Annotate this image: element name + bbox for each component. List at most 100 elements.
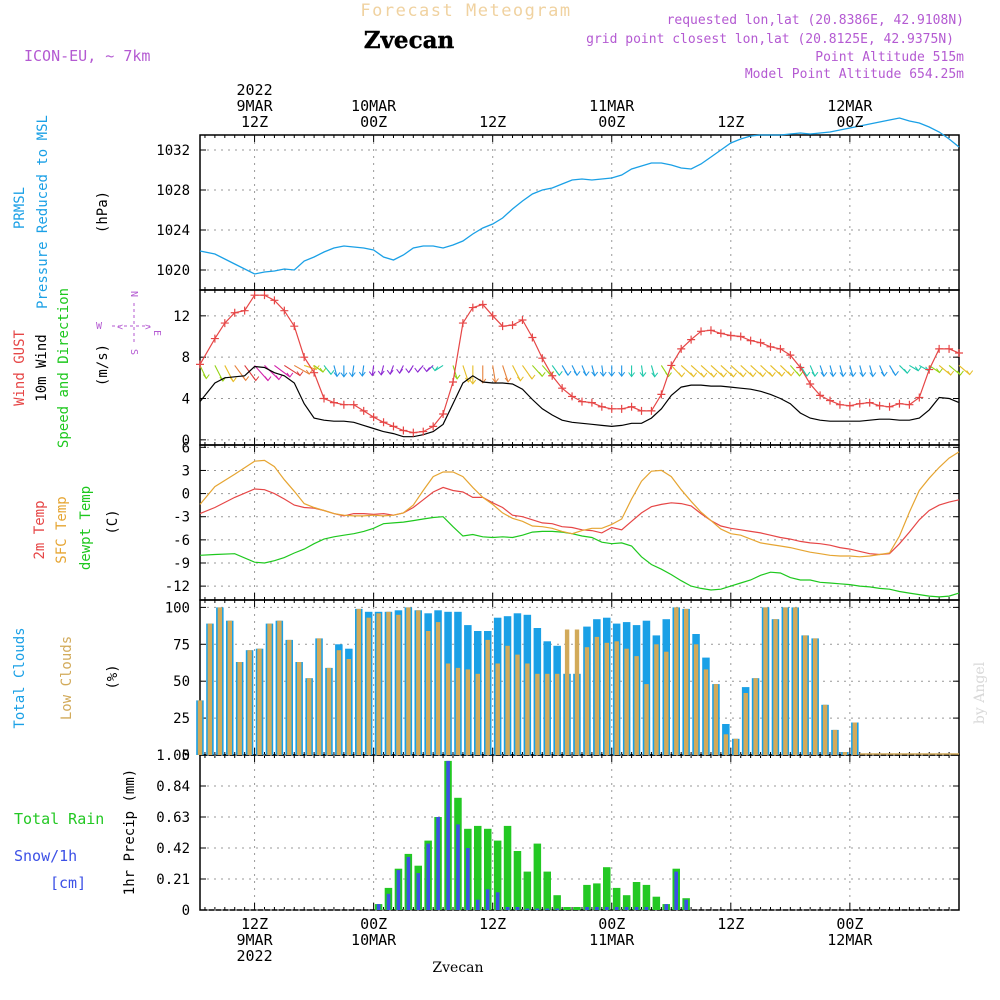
y-tick-label: -3 [173,510,190,526]
low-cloud-bar [396,614,401,755]
gust-marker [955,349,963,358]
gust-marker [885,402,894,411]
wind-barb [740,365,754,378]
snow-bar [644,907,649,910]
compass-w: W [96,321,103,332]
snow-label: Snow/1h [14,847,77,865]
gust-marker [449,377,457,386]
bottom-time-label: 12MAR [827,931,873,949]
wind-speed-line [199,365,960,438]
wind-arrowhead [720,372,727,378]
wind-arrowhead [275,375,283,381]
wind-arrowhead [803,371,811,377]
wind-arrowhead [690,372,697,378]
low-cloud-bar [326,667,332,755]
rain-bar [513,851,522,910]
wind-arrowhead [573,371,581,377]
wind-arrowhead [639,372,647,378]
low-cloud-bar [813,638,818,755]
gust-marker [439,410,448,418]
wind-arrowhead [242,376,250,382]
y-tick-label: -6 [173,533,190,549]
wind-barb [380,365,385,375]
wind-arrowhead [914,366,922,372]
model-point-altitude: Model Point Altitude 654.25m [745,67,964,82]
gust-marker [329,398,338,407]
low-cloud-bar [624,648,629,755]
total-clouds-label: Total Clouds [12,627,28,728]
low-cloud-bar [783,607,788,755]
requested-coords: requested lon,lat (20.8386E, 42.9108N) [667,13,964,28]
wind-arrowhead [252,376,260,382]
gust-marker [637,406,646,415]
snow-bar [476,899,480,910]
snow-bar [396,870,401,910]
gust-marker [677,344,686,353]
wind-barb [909,364,919,372]
compass-arrow-right: > [145,322,151,333]
wind-arrowhead [730,372,737,378]
y-tick-label: 3 [182,463,190,479]
wind-arrowhead [564,370,572,377]
low-cloud-bar [604,642,609,755]
wind-barb [849,365,854,377]
wind-arrowhead [700,372,708,378]
wind-arrowhead [849,372,857,378]
wind-arrowhead [423,367,430,373]
gust-marker [945,344,954,353]
gust-marker [498,322,507,331]
bottom-time-label: 2022 [237,947,273,965]
rain-bar [503,825,512,910]
snow-bar [495,892,500,910]
low-cloud-bar [485,639,490,755]
wind-arrowhead [599,371,607,377]
bottom-time-label: 10MAR [351,931,397,949]
low-cloud-bar [435,622,441,755]
wind-dir-label: Speed and Direction [56,288,72,448]
y-tick-label: 0 [182,748,190,764]
low-cloud-bar [545,673,550,755]
gust-marker [607,404,616,413]
low-cloud-bar [445,663,451,755]
top-time-label: 00Z [836,113,863,131]
wind-arrowhead [749,372,757,378]
wind-arrowhead [358,371,366,377]
wind-barb [859,365,864,377]
cloud-bars [196,607,959,755]
low-cloud-bar [406,607,411,755]
rain-bar [553,895,561,910]
low-cloud-bar [297,662,302,755]
y-tick-label: 1032 [156,143,190,159]
top-time-label: 2022 [237,81,273,99]
bottom-time-label: 12Z [717,915,744,933]
gust-marker [706,326,715,335]
wind-arrowhead [903,368,911,375]
gust-marker [657,390,666,399]
snow-bar [386,893,391,910]
wind-arrowhead [229,377,237,383]
wind-arrowhead [778,371,786,377]
low-cloud-bar [257,648,262,755]
low-cloud-bar [654,644,659,755]
gridpoint-coords: grid point closest lon,lat (20.8125E, 42… [586,32,954,47]
gust-marker [558,384,567,393]
wind-arrowhead [319,367,327,373]
y-tick-label: 75 [173,637,190,653]
gust-marker [776,344,785,353]
low-cloud-bar [753,678,758,755]
y-tick-label: 1024 [156,223,190,239]
gust-marker [528,333,537,342]
gust-marker [250,291,259,300]
gust-marker [419,427,428,436]
rain-bar [573,907,581,910]
wind-arrowhead [348,372,356,378]
sfc-temp-label: SFC Temp [54,496,70,563]
gust-marker [310,368,319,377]
gust-marker [389,422,398,431]
low-cloud-bar [684,608,689,755]
bottom-time-label: 00Z [598,915,625,933]
snow-bar [416,873,421,910]
snow-bar [674,871,678,910]
gust-marker [597,402,606,411]
